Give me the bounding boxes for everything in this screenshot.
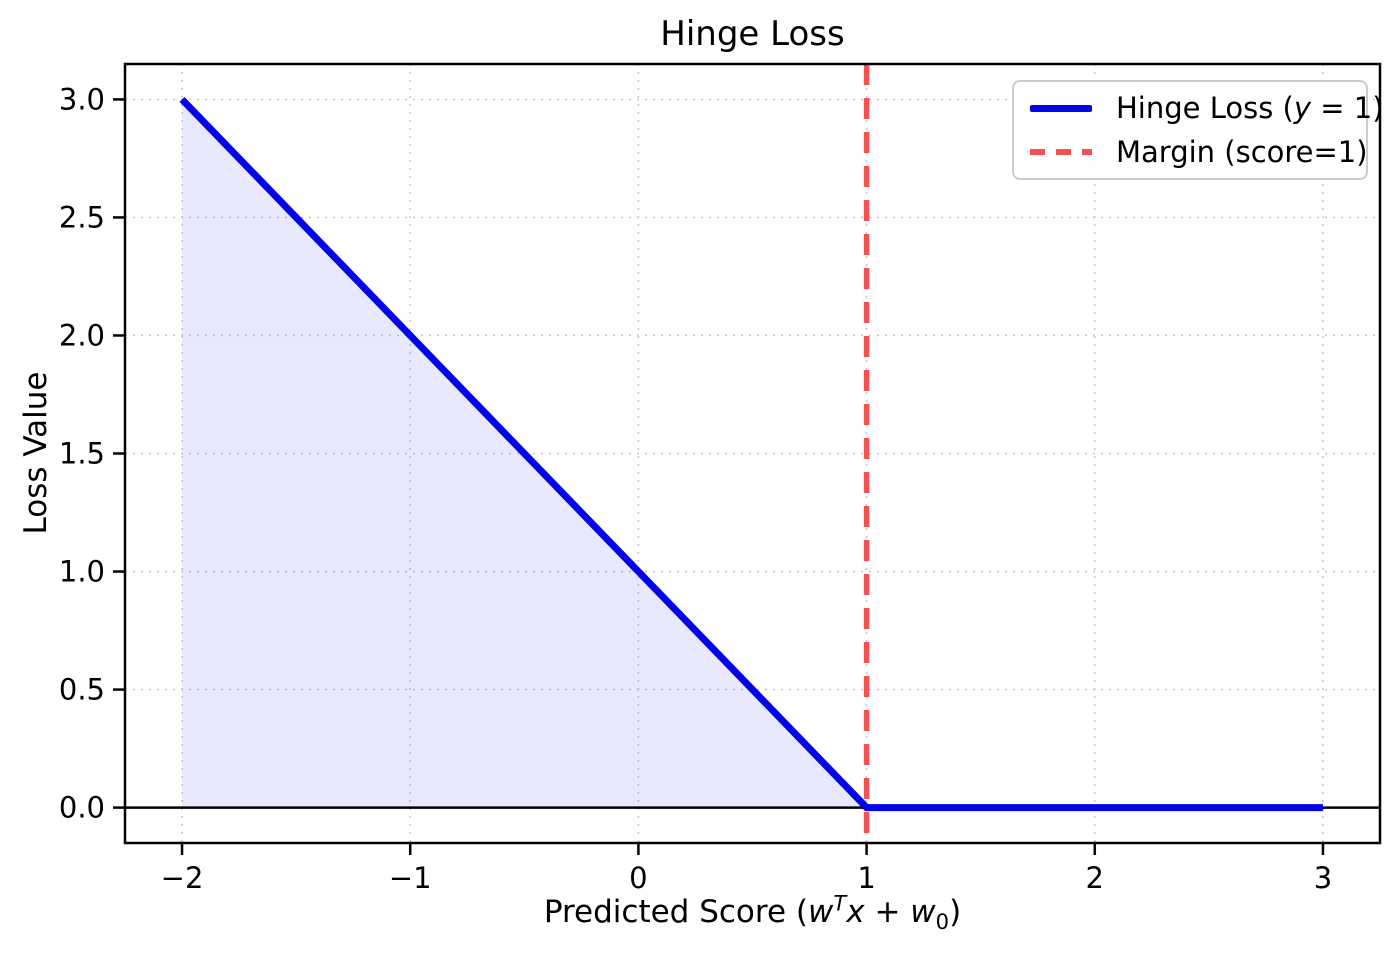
chart-title: Hinge Loss [660,14,845,54]
x-tick-label: 0 [629,861,647,895]
x-label-suffix: ) [949,894,962,930]
x-label-plus: + [864,894,911,930]
hinge-loss-fill-area [182,99,1323,808]
y-tick-label: 2.5 [59,200,105,234]
y-tick-label: 2.0 [59,318,105,352]
y-tick-label: 1.5 [59,437,105,471]
y-tick-label: 0.5 [59,673,105,707]
legend-row-margin: Margin (score=1) [1030,135,1368,169]
x-tick-label: 1 [857,861,875,895]
x-tick-label: 2 [1086,861,1104,895]
plot-border [123,62,1382,845]
x-tick-label: −2 [161,861,204,895]
legend-label-hinge-loss: Hinge Loss (y = 1) [1116,91,1384,125]
margin-line-swatch [1030,149,1092,155]
hinge-loss-line-swatch [1030,104,1092,112]
legend-box: Hinge Loss (y = 1) Margin (score=1) [1012,80,1384,180]
y-tick-label: 3.0 [59,82,105,116]
x-label-sub-0: 0 [935,909,950,935]
x-tick-label: −1 [389,861,432,895]
x-label-x: x [846,894,865,930]
hinge-loss-line [179,96,1323,812]
x-label-prefix: Predicted Score ( [543,894,808,930]
y-axis-label: Loss Value [18,371,54,535]
legend-label-margin: Margin (score=1) [1116,135,1368,169]
legend-row-hinge-loss: Hinge Loss (y = 1) [1030,91,1384,125]
x-axis-label: Predicted Score (wTx + w0) [125,890,1380,933]
x-label-sup-T: T [833,890,847,916]
x-label-w1: w [807,894,834,930]
x-label-w2: w [910,894,936,930]
x-tick-label: 3 [1314,861,1332,895]
y-tick-label: 0.0 [59,791,105,825]
y-tick-label: 1.0 [59,555,105,589]
